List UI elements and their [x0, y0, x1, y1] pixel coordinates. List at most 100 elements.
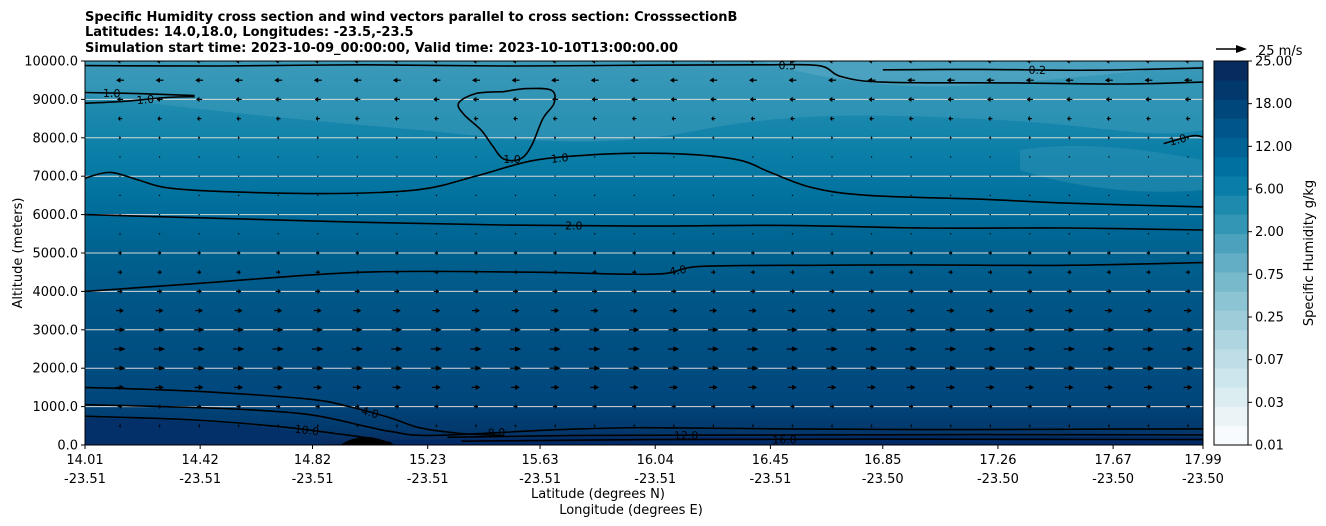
wind-vector-head — [712, 135, 714, 141]
wind-vector-head — [869, 116, 872, 122]
wind-vector-head — [752, 308, 757, 314]
wind-vector-head — [788, 77, 793, 83]
x-tick-label-lat: 15.23 — [409, 453, 446, 468]
wind-vector-head — [713, 269, 716, 275]
wind-vector-head — [750, 116, 754, 122]
wind-vector-head — [155, 77, 160, 83]
wind-vector-head — [554, 384, 560, 390]
wind-vector — [554, 156, 556, 158]
wind-vector-head — [317, 269, 320, 275]
wind-vector-head — [393, 61, 398, 64]
wind-vector — [277, 175, 279, 177]
wind-vector-head — [317, 384, 323, 390]
wind-vector-head — [511, 77, 516, 83]
wind-vector — [317, 214, 319, 216]
colorbar-tick-label: 0.07 — [1255, 353, 1284, 368]
y-tick-label: 5000.0 — [33, 247, 79, 262]
wind-vector-head — [196, 116, 200, 122]
y-tick-label: 2000.0 — [33, 362, 79, 377]
wind-vector-head — [672, 135, 674, 141]
contour-line — [85, 152, 1203, 208]
wind-vector — [356, 156, 358, 158]
colorbar-tick-label: 25.00 — [1255, 55, 1292, 70]
wind-vector-head — [791, 135, 793, 141]
contour-line — [447, 433, 1203, 439]
wind-vector-head — [789, 96, 793, 102]
wind-vector — [910, 194, 912, 196]
contour-line — [85, 91, 195, 97]
wind-vector-head — [949, 135, 951, 141]
wind-vector-head — [870, 346, 878, 352]
wind-vector-head — [950, 365, 957, 371]
wind-vector-head — [670, 61, 675, 64]
x-tick-label-lon: -23.51 — [634, 472, 676, 487]
wind-vector-head — [633, 365, 640, 371]
wind-vector-head — [633, 327, 640, 333]
colorbar-swatch — [1214, 310, 1248, 331]
x-axis: 14.01 -23.51 14.42 -23.51 14.82 -23.51 15.23 -2… — [64, 445, 1224, 487]
wind-vector — [752, 194, 754, 196]
wind-vector-head — [1069, 404, 1072, 410]
wind-vector-head — [356, 327, 363, 333]
wind-vector — [950, 175, 952, 177]
wind-vector-head — [198, 384, 204, 390]
y-tick-label: 0.0 — [57, 439, 78, 454]
wind-vector — [1068, 194, 1070, 196]
colorbar-label: Specific Humidity g/kg — [1302, 180, 1317, 326]
wind-vector-head — [554, 250, 557, 256]
wind-vector-head — [831, 250, 834, 256]
wind-vector-head — [669, 77, 675, 83]
wind-vector — [1147, 233, 1150, 235]
contour-labels: 0.5 0.2 1.0 1.0 1.0 1.0 1.0 2.0 4.0 4.0 8.0 10.0 12.… — [103, 61, 1188, 445]
wind-vector — [712, 175, 714, 177]
wind-vector — [1108, 233, 1110, 235]
wind-vector-head — [632, 116, 635, 122]
contour-label: 10.0 — [294, 423, 320, 439]
wind-vector — [238, 214, 240, 216]
wind-vector-head — [990, 250, 992, 256]
wind-vector-head — [791, 346, 799, 352]
wind-vector-head — [555, 423, 556, 429]
wind-vector-head — [870, 135, 872, 141]
wind-vector-head — [867, 77, 872, 83]
wind-vector-head — [472, 96, 477, 102]
wind-vector — [514, 156, 517, 158]
wind-vector-head — [396, 404, 400, 410]
wind-vector-head — [634, 404, 637, 410]
wind-vector-head — [277, 135, 279, 141]
wind-vector — [158, 214, 161, 216]
wind-vector-head — [159, 404, 162, 410]
plot-area: 0.5 0.2 1.0 1.0 1.0 1.0 1.0 2.0 4.0 4.0 8.0 10.0 12.… — [85, 61, 1203, 445]
wind-vector-head — [396, 365, 403, 371]
wind-vector — [158, 156, 161, 158]
wind-vector-head — [673, 250, 676, 256]
wind-vector-head — [475, 269, 479, 275]
wind-vector-head — [594, 346, 601, 352]
wind-vector — [673, 233, 675, 235]
wind-vector-head — [1148, 308, 1153, 314]
wind-vector-head — [871, 250, 874, 256]
wind-vector-head — [594, 288, 598, 294]
wind-vector — [791, 156, 794, 158]
wind-vector-head — [871, 269, 874, 275]
wind-vector-head — [554, 327, 561, 333]
wind-vector-head — [749, 96, 754, 102]
y-tick-label: 9000.0 — [33, 93, 79, 108]
wind-vector-head — [908, 116, 912, 122]
colorbar-swatch — [1214, 157, 1248, 177]
wind-vector-head — [1029, 308, 1034, 314]
wind-vector — [791, 233, 794, 235]
colorbar-swatch — [1214, 61, 1248, 81]
wind-vector — [119, 233, 121, 235]
x-tick-label-lat: 16.85 — [864, 453, 901, 468]
wind-vector — [831, 233, 833, 235]
wind-vector-head — [159, 423, 161, 429]
wind-vector-head — [436, 250, 439, 256]
wind-vector — [158, 175, 161, 177]
wind-vector-head — [554, 269, 558, 275]
wind-vector-head — [673, 365, 680, 371]
wind-vector — [1029, 156, 1031, 158]
wind-vector-head — [792, 404, 795, 410]
wind-vector-head — [947, 96, 951, 102]
wind-vector-head — [512, 96, 516, 102]
